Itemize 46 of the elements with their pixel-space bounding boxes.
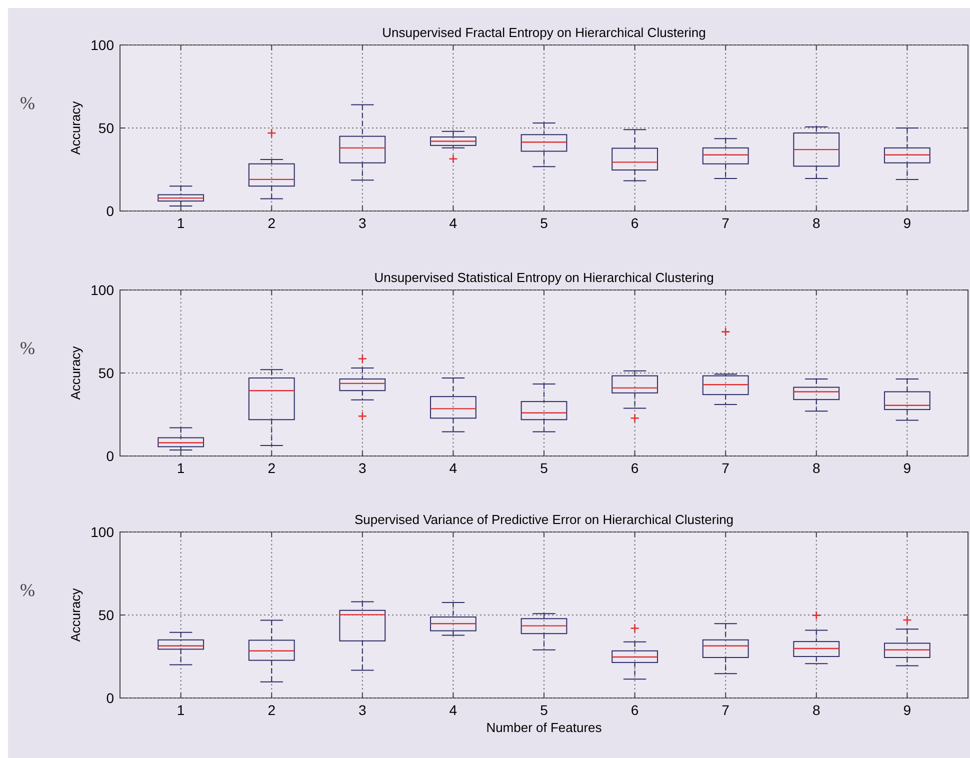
x-tick-label: 6: [630, 460, 639, 476]
x-tick-label: 2: [268, 460, 276, 476]
x-tick-label: 1: [176, 702, 185, 718]
y-tick-label: 100: [90, 524, 114, 540]
x-tick-label: 3: [358, 702, 367, 718]
x-axis-title: Number of Features: [486, 720, 602, 735]
x-tick-label: 6: [630, 215, 639, 231]
x-tick-label: 6: [630, 702, 639, 718]
x-tick-label: 2: [268, 702, 276, 718]
x-tick-label: 7: [722, 215, 730, 231]
text: %: [20, 338, 35, 358]
text: %: [20, 93, 35, 113]
y-axis-title: Accuracy: [68, 100, 83, 155]
y-tick-label: 100: [90, 282, 114, 298]
x-tick-label: 7: [722, 702, 730, 718]
y-tick-label: 0: [106, 202, 114, 219]
x-tick-label: 1: [176, 460, 185, 476]
x-tick-label: 3: [358, 460, 367, 476]
x-tick-label: 9: [903, 702, 912, 718]
y-tick-label: 100: [90, 36, 114, 53]
x-tick-label: 9: [903, 460, 912, 476]
chart-title: Unsupervised Statistical Entropy on Hierarchical Clustering: [374, 270, 714, 285]
x-tick-label: 4: [449, 215, 458, 231]
y-tick-label: 50: [98, 364, 114, 381]
y-axis-title: Accuracy: [68, 588, 83, 642]
x-tick-label: 5: [540, 460, 548, 476]
y-tick-label: 50: [98, 606, 114, 623]
x-tick-label: 2: [268, 215, 276, 231]
x-tick-label: 3: [358, 215, 367, 231]
x-tick-label: 7: [722, 460, 730, 476]
chart-title: Unsupervised Fractal Entropy on Hierarchical Clustering: [382, 25, 706, 40]
y-tick-label: 50: [98, 120, 114, 136]
chart-title: Supervised Variance of Predictive Error on Hierarchical Clustering: [354, 512, 734, 527]
x-tick-label: 8: [812, 460, 820, 476]
x-tick-label: 9: [903, 215, 912, 231]
x-tick-label: 5: [540, 702, 548, 718]
x-tick-label: 5: [540, 215, 548, 231]
y-tick-label: 0: [106, 448, 114, 464]
text: %: [20, 580, 35, 600]
x-tick-label: 8: [812, 215, 820, 231]
y-tick-label: 0: [106, 690, 114, 706]
x-tick-label: 4: [449, 702, 458, 718]
y-axis-title: Accuracy: [68, 346, 83, 400]
x-tick-label: 8: [812, 702, 820, 718]
x-tick-label: 1: [176, 215, 185, 231]
x-tick-label: 4: [449, 460, 458, 476]
